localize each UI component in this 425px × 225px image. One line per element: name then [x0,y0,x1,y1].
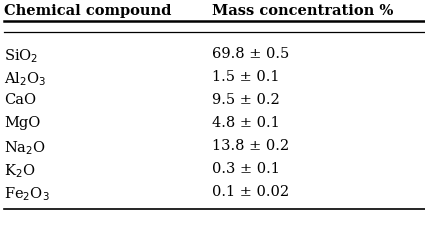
Text: CaO: CaO [4,93,37,106]
Text: 9.5 ± 0.2: 9.5 ± 0.2 [212,93,280,106]
Text: 13.8 ± 0.2: 13.8 ± 0.2 [212,138,289,152]
Text: SiO$_2$: SiO$_2$ [4,47,39,64]
Text: 0.3 ± 0.1: 0.3 ± 0.1 [212,161,280,175]
Text: 69.8 ± 0.5: 69.8 ± 0.5 [212,47,290,61]
Text: K$_2$O: K$_2$O [4,161,36,179]
Text: Al$_2$O$_3$: Al$_2$O$_3$ [4,70,46,87]
Text: Na$_2$O: Na$_2$O [4,138,46,156]
Text: Chemical compound: Chemical compound [4,4,172,18]
Text: MgO: MgO [4,115,41,129]
Text: 0.1 ± 0.02: 0.1 ± 0.02 [212,184,289,198]
Text: 4.8 ± 0.1: 4.8 ± 0.1 [212,115,280,129]
Text: Fe$_2$O$_3$: Fe$_2$O$_3$ [4,184,50,202]
Text: 1.5 ± 0.1: 1.5 ± 0.1 [212,70,280,84]
Text: Mass concentration %: Mass concentration % [212,4,394,18]
